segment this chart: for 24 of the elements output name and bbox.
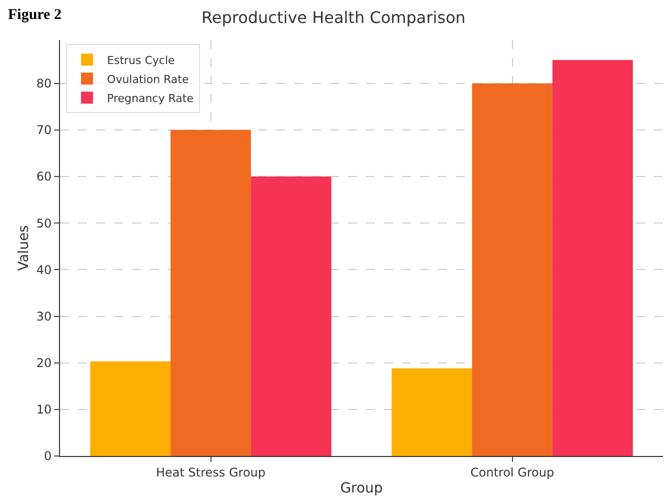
bar xyxy=(552,60,633,456)
y-tick-label: 20 xyxy=(36,356,52,370)
y-axis-title: Values xyxy=(16,225,32,271)
y-tick-label: 30 xyxy=(36,309,52,324)
y-tick-label: 0 xyxy=(44,449,52,464)
x-axis-title: Group xyxy=(340,480,383,497)
bar xyxy=(472,83,552,456)
x-tick-label: Heat Stress Group xyxy=(156,465,266,480)
caption: Figure 2 xyxy=(8,7,62,23)
legend-label: Pregnancy Rate xyxy=(107,92,194,105)
y-tick-label: 70 xyxy=(36,123,52,138)
y-tick-label: 50 xyxy=(36,216,52,230)
y-tick-label: 40 xyxy=(36,262,52,277)
chart-title: Reproductive Health Comparison xyxy=(201,8,466,27)
y-tick-label: 60 xyxy=(36,170,52,184)
y-tick-label: 10 xyxy=(36,402,52,417)
legend-label: Estrus Cycle xyxy=(107,54,176,67)
y-tick-label: 80 xyxy=(36,76,52,91)
bar xyxy=(170,130,251,456)
bar xyxy=(90,361,171,456)
bar xyxy=(392,368,472,456)
legend-label: Ovulation Rate xyxy=(107,72,189,86)
x-tick-label: Control Group xyxy=(470,465,554,480)
bar xyxy=(250,176,332,456)
